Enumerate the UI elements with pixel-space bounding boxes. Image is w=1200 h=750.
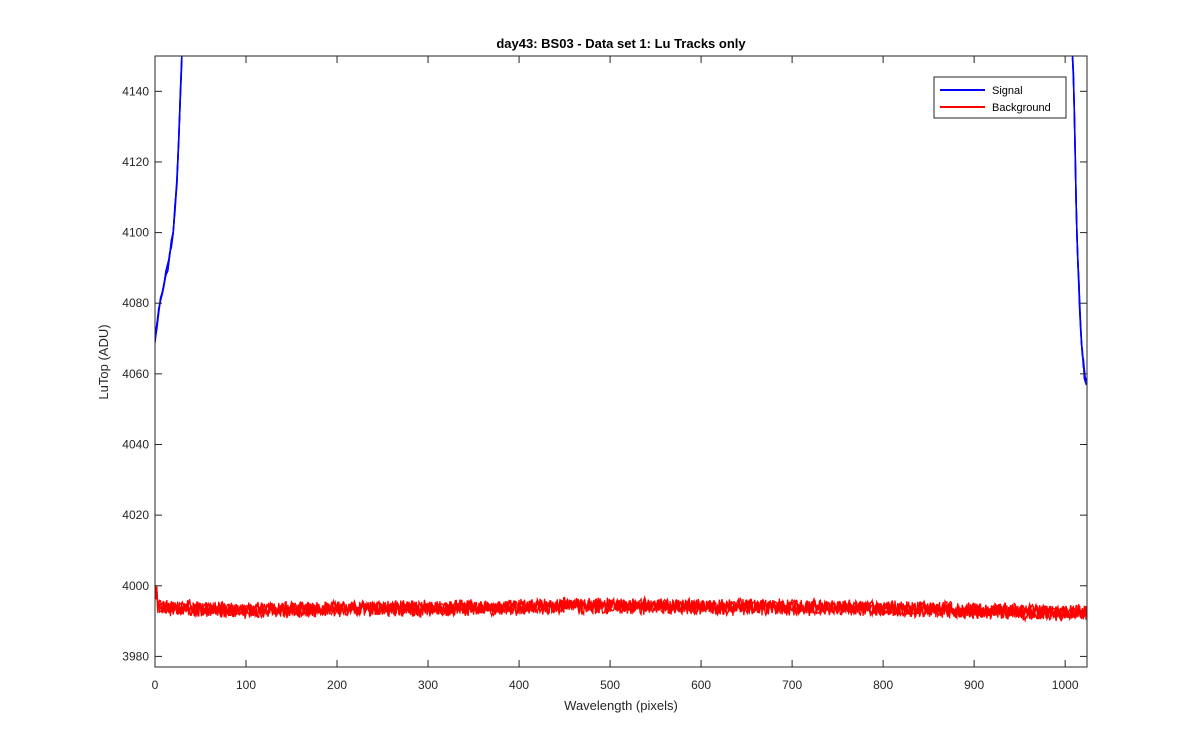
- x-tick-label: 700: [782, 678, 802, 692]
- x-tick-label: 600: [691, 678, 711, 692]
- x-tick-label: 500: [600, 678, 620, 692]
- y-tick-label: 4020: [122, 508, 149, 522]
- legend-background-label: Background: [992, 102, 1051, 114]
- x-tick-label: 0: [152, 678, 159, 692]
- background-series-line: [155, 586, 1087, 622]
- legend: Signal Background: [933, 76, 1067, 119]
- signal-series-line: [1071, 56, 1087, 384]
- x-axis-label: Wavelength (pixels): [564, 698, 678, 713]
- x-tick-label: 1000: [1052, 678, 1079, 692]
- axes-frame: [154, 55, 1088, 668]
- x-tick-label: 800: [873, 678, 893, 692]
- y-tick-label: 4080: [122, 296, 149, 310]
- x-tick-label: 300: [418, 678, 438, 692]
- plot-area: [155, 56, 1087, 623]
- chart-title: day43: BS03 - Data set 1: Lu Tracks only: [496, 36, 746, 51]
- y-axis-label: LuTop (ADU): [96, 324, 111, 399]
- x-tick-label: 400: [509, 678, 529, 692]
- axes-background: [155, 56, 1087, 667]
- x-tick-label: 900: [964, 678, 984, 692]
- x-axis: 0 100 200 300 400 500 600 700 800 900 1000: [152, 56, 1079, 692]
- y-tick-label: 4040: [122, 437, 149, 451]
- signal-series-line: [155, 56, 183, 340]
- x-tick-label: 100: [236, 678, 256, 692]
- legend-signal-label: Signal: [992, 85, 1023, 97]
- y-axis: 3980 4000 4020 4040 4060 4080 4100 4120 4140: [122, 84, 1087, 663]
- y-tick-label: 4100: [122, 226, 149, 240]
- y-tick-label: 3980: [122, 649, 149, 663]
- y-tick-label: 4120: [122, 155, 149, 169]
- x-tick-label: 200: [327, 678, 347, 692]
- y-tick-label: 4000: [122, 579, 149, 593]
- y-tick-label: 4140: [122, 84, 149, 98]
- y-tick-label: 4060: [122, 367, 149, 381]
- legend-box: [933, 76, 1067, 119]
